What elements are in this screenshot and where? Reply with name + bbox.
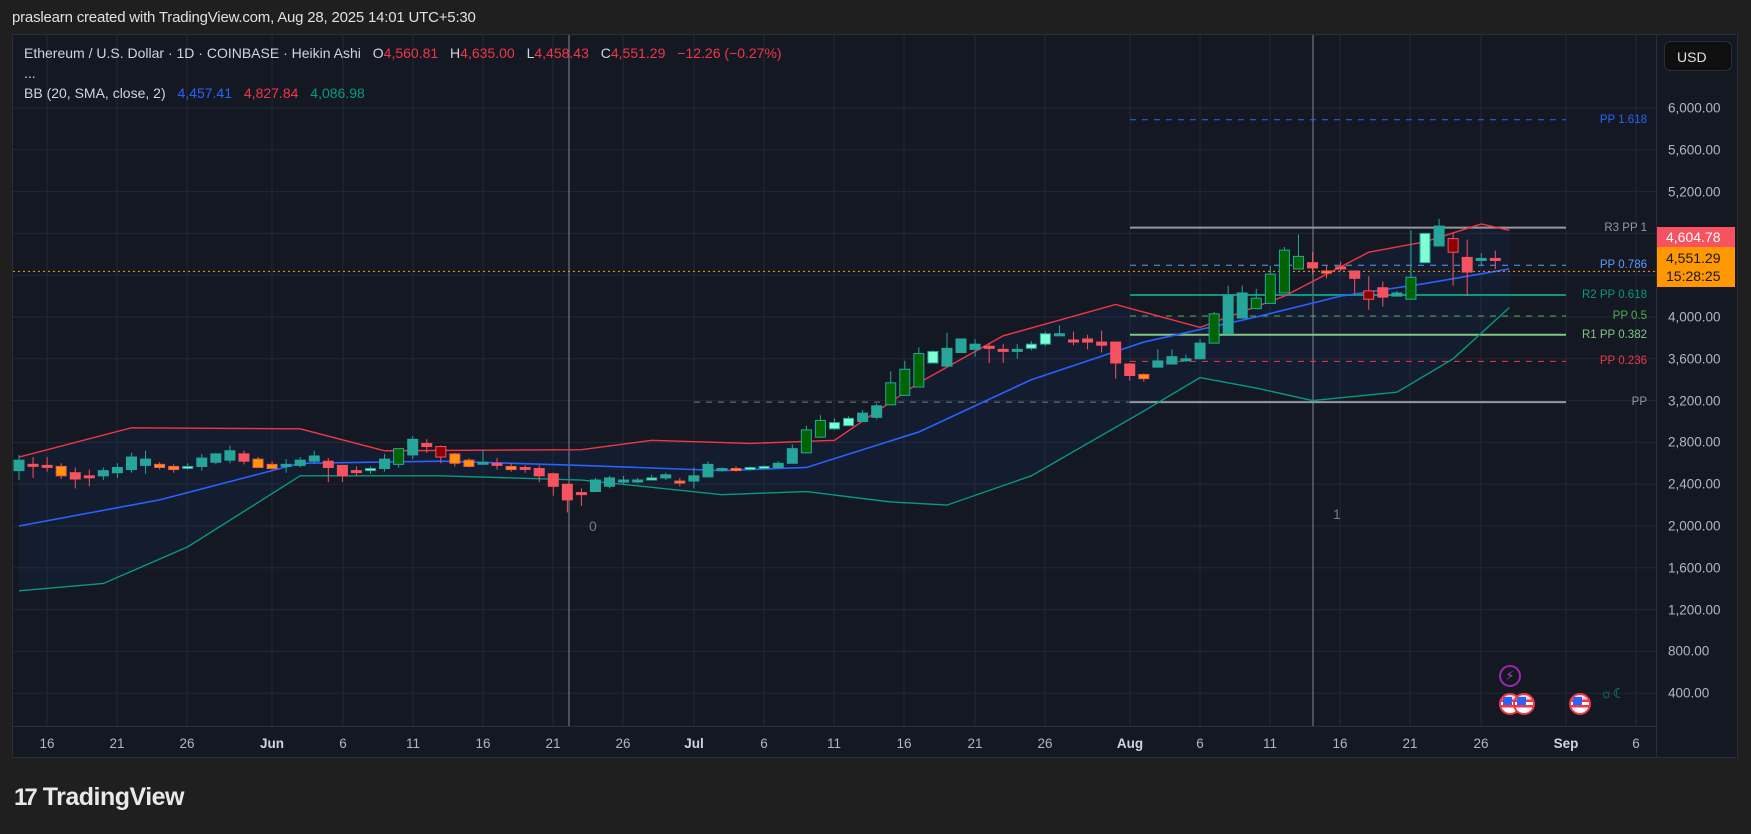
close-price-tag: 4,551.29 15:28:25 — [1657, 247, 1735, 287]
open-value: 4,560.81 — [383, 45, 439, 61]
time-axis-label: 21 — [109, 736, 125, 751]
bb-upper-value: 4,827.84 — [243, 85, 299, 101]
low-label: L — [526, 45, 535, 61]
chart-frame: Ethereum / U.S. Dollar · 1D · COINBASE ·… — [12, 34, 1738, 758]
price-axis[interactable]: 6,000.00 5,600.00 5,200.00 4,000.00 3,600.00… — [1656, 35, 1739, 757]
bb-lower-value: 4,086.98 — [310, 85, 365, 101]
time-axis-label: 21 — [967, 736, 983, 751]
price-axis-label: 1,600.00 — [1668, 560, 1721, 576]
time-axis-label: 26 — [615, 736, 631, 751]
time-axis-label: 21 — [545, 736, 561, 751]
time-axis-label: 11 — [826, 736, 842, 751]
price-axis-label: 400.00 — [1668, 685, 1710, 701]
time-axis-label: Aug — [1116, 736, 1144, 751]
close-value: 4,551.29 — [610, 45, 666, 61]
candlestick-chart — [13, 35, 1656, 726]
price-axis-label: 2,800.00 — [1668, 434, 1721, 450]
time-axis-label: 6 — [1632, 736, 1640, 751]
price-axis-label: 5,600.00 — [1668, 142, 1721, 158]
pivot-label: PP 1.618 — [1599, 113, 1647, 126]
pivot-label: PP — [1631, 396, 1647, 409]
chart-legend: Ethereum / U.S. Dollar · 1D · COINBASE ·… — [24, 43, 782, 103]
time-axis-label: 16 — [896, 736, 912, 751]
tradingview-mark-icon: 17 — [14, 783, 38, 811]
price-axis-label: 2,400.00 — [1668, 476, 1721, 492]
time-axis-label: 16 — [39, 736, 55, 751]
time-axis-label: 6 — [760, 736, 768, 751]
high-label: H — [450, 45, 461, 61]
bb-basis-value: 4,457.41 — [177, 85, 233, 101]
more-indicators-toggle[interactable]: ... — [24, 65, 36, 81]
pivot-label: R2 PP 0.618 — [1581, 289, 1647, 302]
price-axis-label: 4,000.00 — [1668, 309, 1721, 325]
time-axis-label: 21 — [1402, 736, 1418, 751]
open-label: O — [372, 45, 384, 61]
time-axis-label: Jun — [259, 736, 285, 751]
marker-1: 1 — [1333, 506, 1341, 522]
time-axis-label: 6 — [1196, 736, 1204, 751]
bb-label: BB (20, SMA, close, 2) — [24, 85, 166, 101]
time-axis-label: 16 — [1332, 736, 1348, 751]
tradingview-wordmark: TradingView — [42, 783, 185, 811]
tradingview-logo[interactable]: 17 TradingView — [14, 783, 185, 812]
pivot-label: R1 PP 0.382 — [1581, 328, 1647, 341]
time-axis-label: 11 — [1262, 736, 1278, 751]
price-axis-label: 1,200.00 — [1668, 602, 1721, 618]
time-axis-label: 16 — [475, 736, 491, 751]
close-price-value: 4,551.29 — [1666, 250, 1721, 266]
time-axis-label: 11 — [405, 736, 421, 751]
time-axis-label: 26 — [179, 736, 195, 751]
time-axis-label: Jul — [684, 736, 704, 751]
price-axis-label: 2,000.00 — [1668, 518, 1721, 534]
high-price-tag: 4,604.78 — [1657, 227, 1735, 247]
close-label: C — [600, 45, 611, 61]
bb-indicator-row[interactable]: BB (20, SMA, close, 2) 4,457.41 4,827.84… — [24, 83, 782, 103]
us-flag-event-icon[interactable] — [1513, 693, 1535, 715]
time-axis-label: 6 — [339, 736, 347, 751]
high-value: 4,635.00 — [460, 45, 515, 61]
chart-plot-area[interactable]: Ethereum / U.S. Dollar · 1D · COINBASE ·… — [13, 35, 1656, 726]
pivot-label: PP 0.5 — [1612, 309, 1647, 322]
chart-credit: praslearn created with TradingView.com, … — [12, 9, 476, 26]
time-axis[interactable]: 16 21 26 Jun 6 11 16 21 26 Jul 6 11 16 21 26 Aug 6 11 16 21… — [13, 726, 1656, 758]
pivot-label: PP 0.786 — [1599, 259, 1647, 272]
lightning-event-icon[interactable]: ⚡ — [1499, 665, 1521, 687]
price-axis-label: 6,000.00 — [1668, 100, 1721, 116]
price-axis-label: 5,200.00 — [1668, 184, 1721, 200]
time-axis-label: 26 — [1037, 736, 1053, 751]
marker-0: 0 — [589, 518, 597, 534]
low-value: 4,458.43 — [534, 45, 589, 61]
time-axis-label: 26 — [1473, 736, 1489, 751]
us-flag-event-icon[interactable] — [1569, 693, 1591, 715]
symbol-title[interactable]: Ethereum / U.S. Dollar · 1D · COINBASE ·… — [24, 45, 361, 61]
ohlc-row: Ethereum / U.S. Dollar · 1D · COINBASE ·… — [24, 43, 782, 63]
price-change: −12.26 (−0.27%) — [677, 45, 782, 61]
currency-button[interactable]: USD — [1664, 41, 1732, 71]
pivot-label: R3 PP 1 — [1604, 221, 1647, 234]
price-axis-label: 800.00 — [1668, 643, 1710, 659]
price-axis-label: 3,200.00 — [1668, 393, 1721, 409]
price-axis-label: 3,600.00 — [1668, 351, 1721, 367]
pivot-label: PP 0.236 — [1599, 355, 1647, 368]
bar-countdown: 15:28:25 — [1666, 268, 1721, 284]
session-sun-moon-icon[interactable]: ☼☾ — [1600, 685, 1626, 701]
time-axis-label: Sep — [1553, 736, 1579, 751]
